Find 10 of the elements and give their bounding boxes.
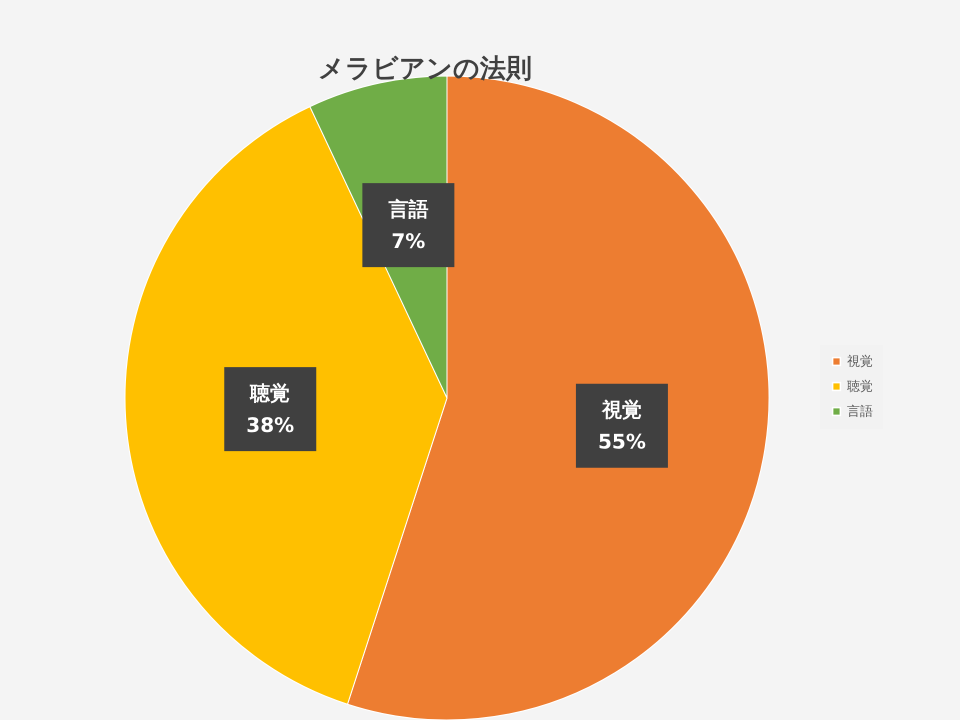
data-label: 7% xyxy=(391,229,426,254)
legend-label: 聴覚 xyxy=(847,380,873,394)
data-label: 38% xyxy=(246,413,294,438)
chart-title: メラビアンの法則 xyxy=(318,54,532,84)
legend-label: 言語 xyxy=(847,404,873,420)
data-label: 55% xyxy=(598,430,646,454)
legend-label: 視覚 xyxy=(847,354,873,370)
slice-label: 視覚 xyxy=(600,398,642,422)
slice-label: 言語 xyxy=(387,197,428,222)
slice-label: 聴覚 xyxy=(249,381,290,406)
